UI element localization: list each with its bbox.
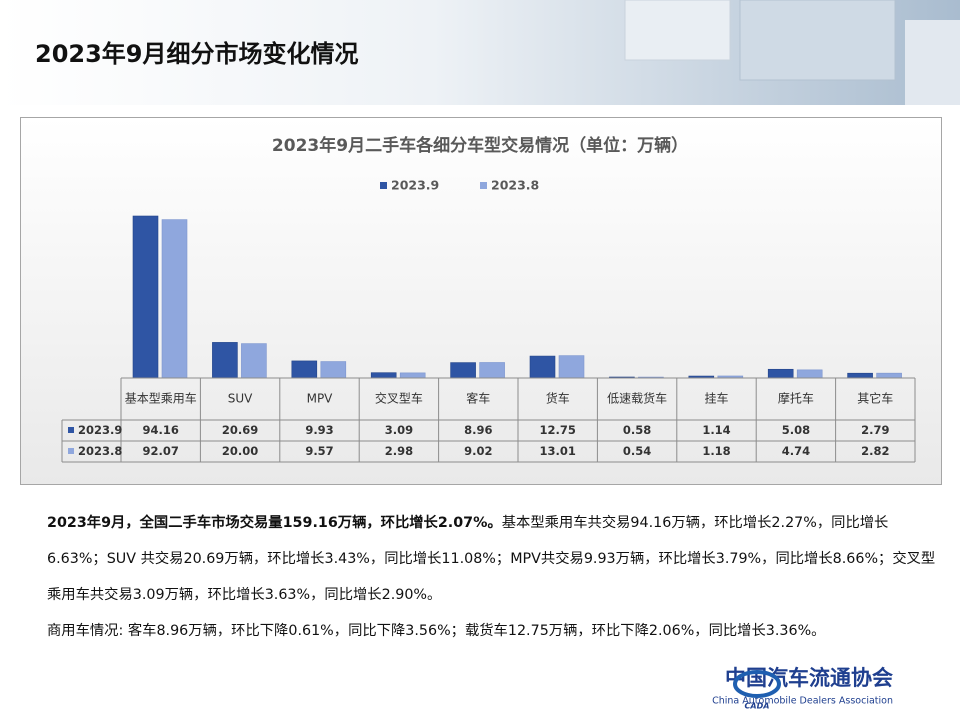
bar: [291, 360, 318, 379]
bar: [241, 343, 267, 379]
table-value: 9.93: [305, 423, 333, 437]
legend-swatch: [480, 182, 487, 189]
table-value: 2.82: [861, 444, 889, 458]
bar: [161, 219, 188, 379]
slide-title: 2023年9月细分市场变化情况: [35, 40, 359, 68]
bar: [479, 362, 505, 379]
legend-label: 2023.8: [491, 178, 539, 193]
cube: [624, 0, 731, 61]
logo-mark: CADA: [745, 702, 770, 711]
bar: [767, 368, 794, 379]
paragraph: 2023年9月，全国二手车市场交易量159.16万辆，环比增长2.07%。基本型…: [47, 505, 937, 613]
table-value: 0.54: [623, 444, 651, 458]
table-value: 1.14: [702, 423, 730, 437]
bar: [847, 372, 873, 379]
category-label: 挂车: [704, 391, 728, 406]
category-label: 摩托车: [778, 391, 814, 406]
bar: [529, 355, 556, 379]
table-value: 4.74: [782, 444, 810, 458]
table-value: 2.79: [861, 423, 889, 437]
table-value: 12.75: [540, 423, 576, 437]
legend-label: 2023.9: [391, 178, 439, 193]
table-value: 9.02: [464, 444, 492, 458]
table-value: 2.98: [385, 444, 413, 458]
category-label: 交叉型车: [375, 391, 423, 406]
category-label: 货车: [546, 391, 570, 406]
bar: [132, 215, 159, 379]
table-value: 5.08: [782, 423, 810, 437]
table-value: 20.69: [222, 423, 258, 437]
row-label: 2023.8: [78, 444, 122, 458]
row-swatch: [68, 448, 74, 454]
category-label: 基本型乘用车: [125, 391, 197, 406]
cube: [739, 0, 896, 81]
category-label: MPV: [307, 392, 334, 406]
bar: [796, 369, 823, 379]
bar: [370, 372, 397, 379]
category-label: 低速载货车: [607, 391, 667, 406]
category-label: 其它车: [857, 391, 893, 406]
table-value: 94.16: [143, 423, 179, 437]
paragraph-lead: 2023年9月，全国二手车市场交易量159.16万辆，环比增长2.07%。: [47, 515, 502, 531]
table-value: 9.57: [305, 444, 333, 458]
chart-title: 2023年9月二手车各细分车型交易情况（单位：万辆）: [272, 135, 688, 156]
paragraph-text: 商用车情况: 客车8.96万辆，环比下降0.61%，同比下降3.56%；载货车1…: [47, 623, 826, 639]
table-value: 92.07: [143, 444, 179, 458]
category-label: SUV: [228, 392, 253, 406]
table-value: 8.96: [464, 423, 492, 437]
bar: [320, 361, 347, 379]
table-value: 0.58: [623, 423, 651, 437]
logo-name: 中国汽车流通协会: [725, 666, 893, 690]
bar: [450, 362, 476, 379]
paragraph: 商用车情况: 客车8.96万辆，环比下降0.61%，同比下降3.56%；载货车1…: [47, 613, 937, 649]
table-value: 13.01: [540, 444, 576, 458]
table-value: 1.18: [702, 444, 730, 458]
table-value: 20.00: [222, 444, 258, 458]
body-text: 2023年9月，全国二手车市场交易量159.16万辆，环比增长2.07%。基本型…: [47, 505, 937, 649]
table-value: 3.09: [385, 423, 413, 437]
bar: [876, 372, 902, 379]
bar: [558, 355, 585, 379]
cube: [905, 20, 960, 105]
row-label: 2023.9: [78, 423, 122, 437]
row-swatch: [68, 427, 74, 433]
paragraph-text: 基本型乘用车共交易94.16万辆，环比增长2.27%，同比增长6.63%；SUV…: [47, 515, 936, 603]
logo-swoosh: [733, 670, 781, 698]
bar: [212, 342, 238, 379]
logo-subname: China Automobile Dealers Association: [712, 696, 893, 707]
legend-swatch: [380, 182, 387, 189]
bar: [399, 372, 426, 379]
category-label: 客车: [466, 391, 490, 406]
